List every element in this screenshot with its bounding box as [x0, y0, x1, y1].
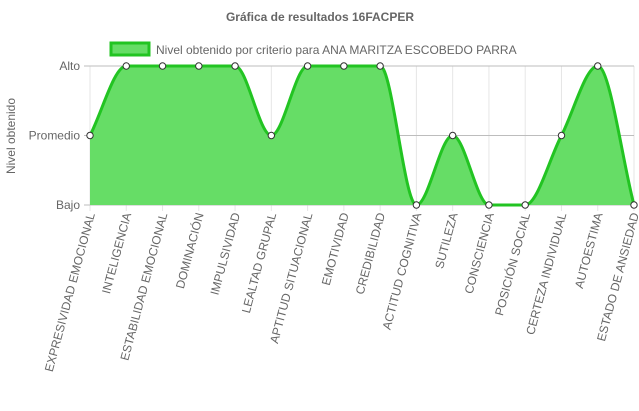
y-axis: Bajo Promedio Alto	[29, 59, 81, 212]
y-tick-label: Promedio	[29, 129, 81, 143]
data-point[interactable]	[521, 201, 529, 209]
legend-swatch	[109, 41, 151, 57]
x-tick-label: INTELIGENCIA	[99, 211, 134, 295]
data-point[interactable]	[231, 62, 239, 70]
data-point[interactable]	[122, 62, 130, 70]
x-tick-label: DOMINACIÓN	[172, 211, 207, 290]
data-point[interactable]	[195, 62, 203, 70]
data-point[interactable]	[485, 201, 493, 209]
legend[interactable]: Nivel obtenido por criterio para ANA MAR…	[109, 41, 517, 57]
x-tick-label: IMPULSIVIDAD	[208, 211, 244, 297]
data-point[interactable]	[412, 201, 421, 209]
y-tick-label: Alto	[59, 59, 80, 73]
x-tick-label: CERTEZA INDIVIDUAL	[523, 211, 569, 336]
x-tick-label: SUTILEZA	[432, 211, 460, 270]
data-point[interactable]	[630, 201, 638, 209]
data-point[interactable]	[86, 131, 94, 140]
x-axis: EXPRESIVIDAD EMOCIONAL INTELIGENCIAESTABI…	[42, 211, 639, 374]
y-axis-title: Nivel obtenido	[4, 98, 18, 174]
x-tick-label: POSICIÓN SOCIAL	[491, 211, 533, 318]
x-tick-label: AUTOESTIMA	[572, 211, 606, 290]
series-area-fill	[90, 66, 634, 205]
y-tick-label: Bajo	[56, 198, 80, 212]
data-point[interactable]	[376, 62, 384, 70]
data-point[interactable]	[267, 131, 276, 140]
data-point[interactable]	[340, 62, 348, 70]
data-points	[86, 62, 638, 209]
data-point[interactable]	[303, 62, 312, 70]
data-point[interactable]	[557, 131, 566, 140]
legend-label: Nivel obtenido por criterio para ANA MAR…	[156, 43, 517, 57]
x-tick-label: CONSCIENCIA	[462, 211, 497, 295]
x-tick-label: EMOTIVIDAD	[319, 211, 352, 287]
chart-title: Gráfica de resultados 16FACPER	[226, 10, 414, 24]
x-tick-label: EXPRESIVIDAD EMOCIONAL	[42, 211, 98, 373]
data-point[interactable]	[448, 131, 457, 140]
x-tick-label: ACTITUD COGNITIVA	[380, 211, 425, 331]
x-tick-label: CREDIBILIDAD	[353, 211, 388, 296]
x-tick-label: LEALTAD GRUPAL	[239, 211, 279, 315]
data-point[interactable]	[158, 62, 167, 70]
data-point[interactable]	[594, 62, 602, 70]
